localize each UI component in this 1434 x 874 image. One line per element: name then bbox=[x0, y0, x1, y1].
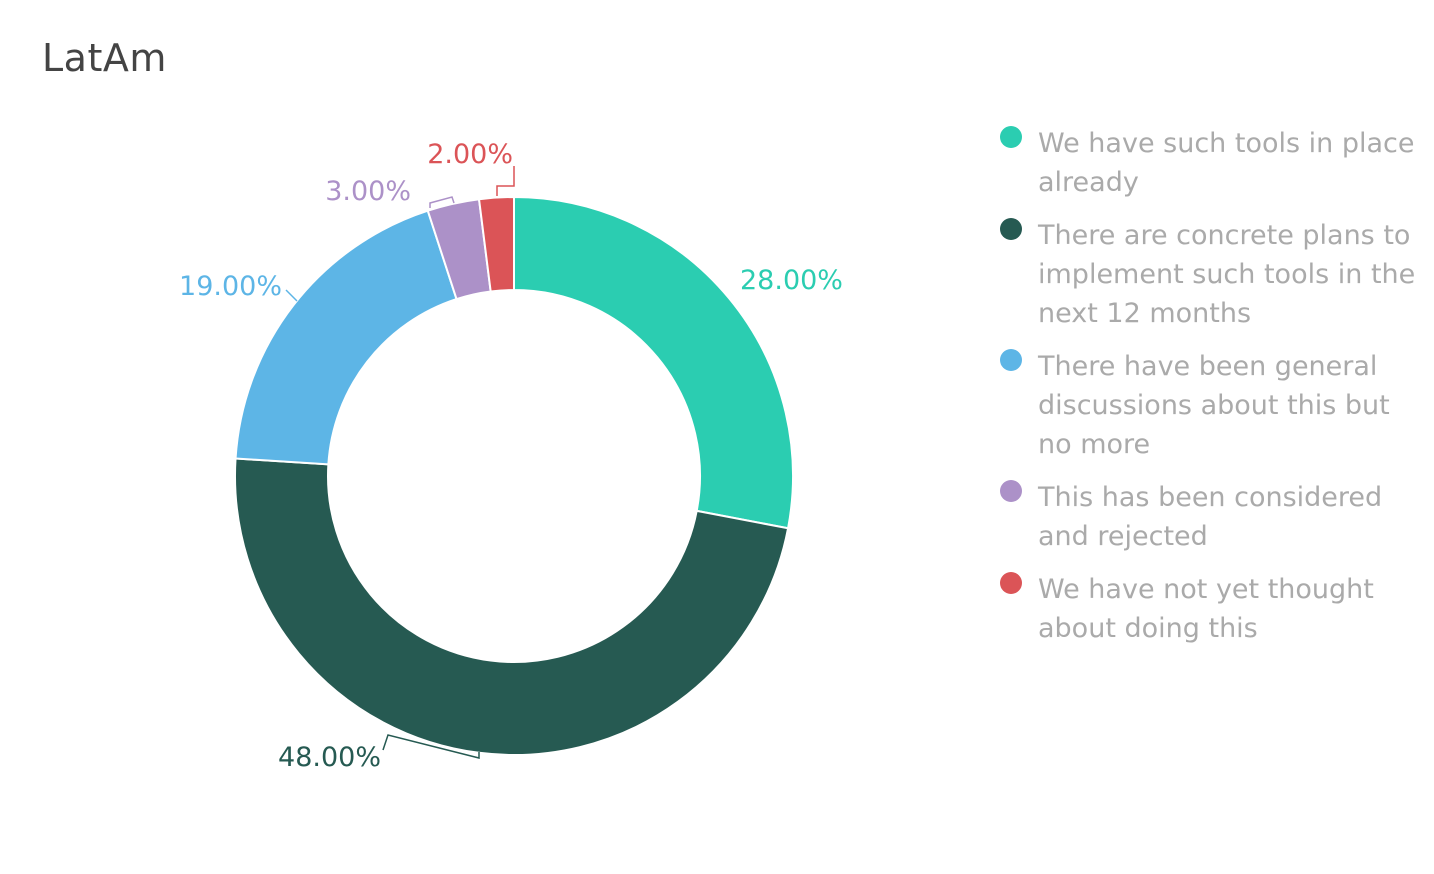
label-leader-line bbox=[285, 289, 298, 302]
slice-value-label: 48.00% bbox=[278, 742, 381, 773]
legend-item[interactable]: This has been considered and rejected bbox=[1000, 478, 1420, 556]
legend-label: We have such tools in place already bbox=[1038, 128, 1415, 198]
chart-title: LatAm bbox=[42, 36, 167, 80]
donut-chart: 28.00% 48.00% 19.00% 3.00% 2.00% bbox=[179, 139, 843, 773]
legend-swatch bbox=[1000, 349, 1022, 371]
legend-item[interactable]: There are concrete plans to implement su… bbox=[1000, 216, 1420, 333]
donut-slice[interactable] bbox=[513, 195, 794, 530]
legend-item[interactable]: We have not yet thought about doing this bbox=[1000, 570, 1420, 648]
legend-label: This has been considered and rejected bbox=[1038, 482, 1383, 552]
legend-item[interactable]: We have such tools in place already bbox=[1000, 124, 1420, 202]
legend-swatch bbox=[1000, 126, 1022, 148]
donut-slice[interactable] bbox=[477, 195, 515, 293]
donut-slice[interactable] bbox=[234, 209, 458, 466]
legend-label: There are concrete plans to implement su… bbox=[1038, 220, 1416, 329]
legend: We have such tools in place already Ther… bbox=[1000, 124, 1420, 662]
label-leader-line bbox=[496, 166, 515, 196]
legend-label: We have not yet thought about doing this bbox=[1038, 574, 1374, 644]
slice-value-label: 19.00% bbox=[179, 271, 282, 302]
legend-swatch bbox=[1000, 218, 1022, 240]
slice-value-label: 28.00% bbox=[740, 265, 843, 296]
legend-swatch bbox=[1000, 480, 1022, 502]
legend-label: There have been general discussions abou… bbox=[1038, 351, 1390, 460]
slice-value-label: 3.00% bbox=[325, 176, 411, 207]
donut-slice[interactable] bbox=[234, 457, 790, 756]
legend-swatch bbox=[1000, 572, 1022, 594]
label-leader-line bbox=[429, 196, 455, 208]
slice-value-label: 2.00% bbox=[427, 139, 513, 170]
legend-item[interactable]: There have been general discussions abou… bbox=[1000, 347, 1420, 464]
label-leader-line bbox=[382, 734, 480, 759]
